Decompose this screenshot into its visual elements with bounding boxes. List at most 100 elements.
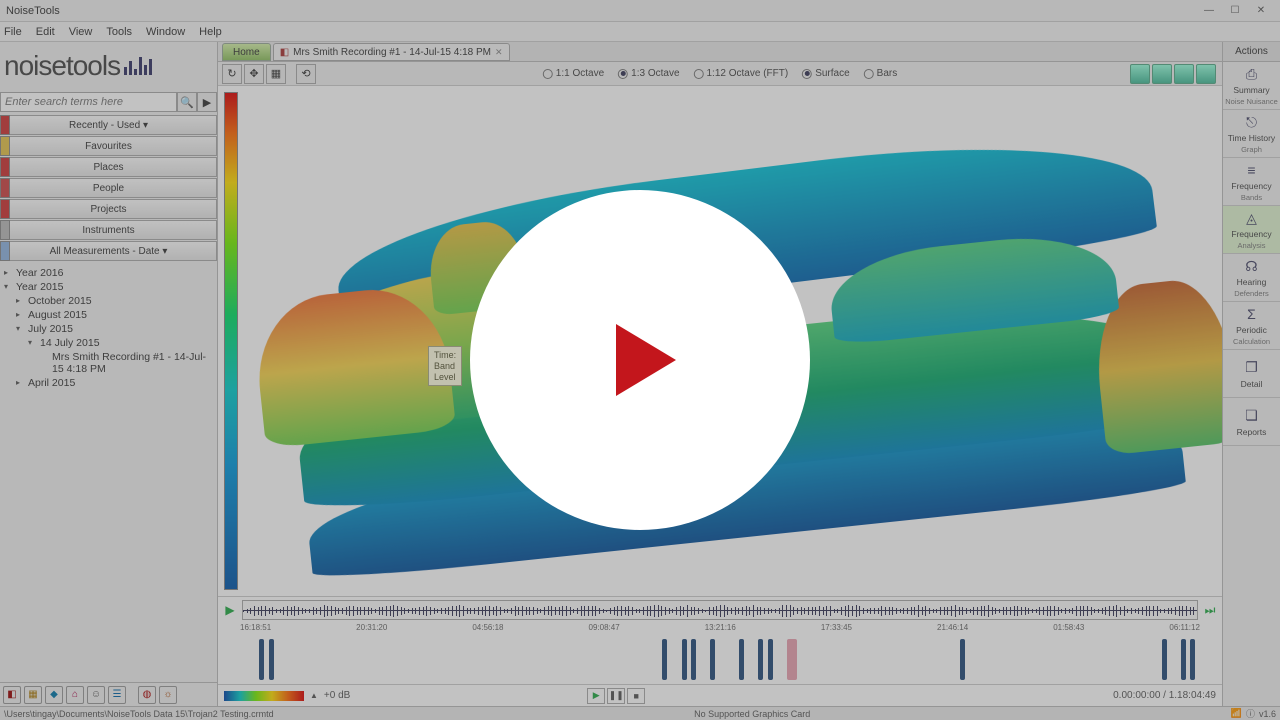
action-reports[interactable]: ❏Reports (1223, 398, 1280, 446)
cube-view-2[interactable] (1152, 64, 1172, 84)
center-panel: Home ◧ Mrs Smith Recording #1 - 14-Jul-1… (218, 42, 1222, 706)
tool-icon-4[interactable]: ⌂ (66, 686, 84, 704)
surface-canvas[interactable]: Time: Band Level (218, 86, 1222, 596)
action-icon: Σ (1241, 305, 1263, 323)
action-icon: ≡ (1241, 161, 1263, 179)
tick-label: 20:31:20 (356, 623, 387, 635)
octave-option-3[interactable]: Surface (802, 68, 849, 79)
tool-icon-1[interactable]: ◧ (3, 686, 21, 704)
tree-node-2[interactable]: ▸October 2015 (14, 294, 215, 308)
menu-tools[interactable]: Tools (106, 26, 132, 38)
octave-option-4[interactable]: Bars (864, 68, 898, 79)
category-3[interactable]: People (0, 178, 217, 198)
menu-help[interactable]: Help (199, 26, 222, 38)
search-go-button[interactable]: ▶ (197, 92, 217, 112)
action-periodic[interactable]: ΣPeriodicCalculation (1223, 302, 1280, 350)
category-6[interactable]: All Measurements - Date ▾ (0, 241, 217, 261)
cube-view-1[interactable] (1130, 64, 1150, 84)
category-1[interactable]: Favourites (0, 136, 217, 156)
tree-node-5[interactable]: ▾14 July 2015 (26, 336, 215, 350)
search-button[interactable]: 🔍 (177, 92, 197, 112)
tool-icon-2[interactable]: ▦ (24, 686, 42, 704)
search-input[interactable] (0, 92, 177, 112)
player-play-button[interactable]: ▶ (587, 688, 605, 704)
octave-option-1[interactable]: 1:3 Octave (618, 68, 679, 79)
event-marker[interactable] (710, 639, 715, 680)
app-title: NoiseTools (6, 5, 60, 17)
action-detail[interactable]: ❐Detail (1223, 350, 1280, 398)
zoom-tool-button[interactable]: ▦ (266, 64, 286, 84)
action-frequency[interactable]: ≡FrequencyBands (1223, 158, 1280, 206)
menu-window[interactable]: Window (146, 26, 185, 38)
timeline-ticks: 16:18:5120:31:2004:56:1809:08:4713:21:16… (218, 623, 1222, 635)
player-stop-button[interactable]: ■ (627, 688, 645, 704)
player-pause-button[interactable]: ❚❚ (607, 688, 625, 704)
cube-view-4[interactable] (1196, 64, 1216, 84)
timeline-end-button[interactable]: ⏭ (1202, 602, 1218, 618)
tree-node-4[interactable]: ▾July 2015 (14, 322, 215, 336)
action-time-history[interactable]: ⎋Time HistoryGraph (1223, 110, 1280, 158)
action-icon: ☊ (1241, 257, 1263, 275)
category-2[interactable]: Places (0, 157, 217, 177)
menu-edit[interactable]: Edit (36, 26, 55, 38)
event-marker[interactable] (1181, 639, 1186, 680)
tree-node-3[interactable]: ▸August 2015 (14, 308, 215, 322)
tool-icon-7[interactable]: ◍ (138, 686, 156, 704)
status-path: \Users\tingay\Documents\NoiseTools Data … (4, 709, 274, 719)
status-center: No Supported Graphics Card (694, 709, 810, 719)
timeline-play-button[interactable]: ▶ (222, 602, 238, 618)
category-4[interactable]: Projects (0, 199, 217, 219)
event-marker[interactable] (758, 639, 763, 680)
reset-view-button[interactable]: ⟲ (296, 64, 316, 84)
category-0[interactable]: Recently - Used ▾ (0, 115, 217, 135)
event-marker[interactable] (1190, 639, 1195, 680)
event-marker[interactable] (739, 639, 744, 680)
action-summary[interactable]: ⎙SummaryNoise Nuisance (1223, 62, 1280, 110)
tree-node-6[interactable]: Mrs Smith Recording #1 - 14-Jul-15 4:18 … (38, 350, 215, 376)
bottom-toolbar: ◧ ▦ ◆ ⌂ ☺ ☰ ◍ ☼ (0, 682, 217, 706)
octave-option-2[interactable]: 1:12 Octave (FFT) (694, 68, 789, 79)
event-marker[interactable] (960, 639, 965, 680)
waveform[interactable] (242, 600, 1198, 620)
status-bar: \Users\tingay\Documents\NoiseTools Data … (0, 706, 1280, 720)
tool-icon-3[interactable]: ◆ (45, 686, 63, 704)
event-marker[interactable] (1162, 639, 1167, 680)
surface-tooltip: Time: Band Level (428, 346, 462, 386)
action-icon: ❐ (1241, 359, 1263, 377)
menu-view[interactable]: View (69, 26, 93, 38)
event-marker[interactable] (691, 639, 696, 680)
tool-icon-8[interactable]: ☼ (159, 686, 177, 704)
tab-close-icon[interactable]: ✕ (495, 47, 503, 58)
action-icon: ◬ (1241, 209, 1263, 227)
tree-node-1[interactable]: ▾Year 2015 (2, 280, 215, 294)
tab-file[interactable]: ◧ Mrs Smith Recording #1 - 14-Jul-15 4:1… (273, 43, 510, 61)
close-button[interactable]: ✕ (1248, 2, 1274, 20)
rotate-tool-button[interactable]: ↻ (222, 64, 242, 84)
status-version: v1.6 (1259, 709, 1276, 719)
minimize-button[interactable]: — (1196, 2, 1222, 20)
actions-panel: Actions ⎙SummaryNoise Nuisance⎋Time Hist… (1222, 42, 1280, 706)
tool-icon-5[interactable]: ☺ (87, 686, 105, 704)
event-marker[interactable] (768, 639, 773, 680)
octave-option-0[interactable]: 1:1 Octave (543, 68, 604, 79)
event-marker[interactable] (259, 639, 264, 680)
category-5[interactable]: Instruments (0, 220, 217, 240)
pan-tool-button[interactable]: ✥ (244, 64, 264, 84)
tab-home[interactable]: Home (222, 43, 271, 61)
event-marker-highlight[interactable] (787, 639, 797, 680)
action-hearing[interactable]: ☊HearingDefenders (1223, 254, 1280, 302)
tick-label: 13:21:16 (705, 623, 736, 635)
event-marker[interactable] (662, 639, 667, 680)
action-frequency[interactable]: ◬FrequencyAnalysis (1223, 206, 1280, 254)
tool-icon-6[interactable]: ☰ (108, 686, 126, 704)
tab-strip: Home ◧ Mrs Smith Recording #1 - 14-Jul-1… (218, 42, 1222, 62)
menu-file[interactable]: File (4, 26, 22, 38)
event-marker[interactable] (682, 639, 687, 680)
tree-node-7[interactable]: ▸April 2015 (14, 376, 215, 390)
maximize-button[interactable]: ☐ (1222, 2, 1248, 20)
tree-node-0[interactable]: ▸Year 2016 (2, 266, 215, 280)
event-strip[interactable] (240, 635, 1200, 684)
cube-view-3[interactable] (1174, 64, 1194, 84)
gradient-legend (224, 92, 238, 590)
event-marker[interactable] (269, 639, 274, 680)
